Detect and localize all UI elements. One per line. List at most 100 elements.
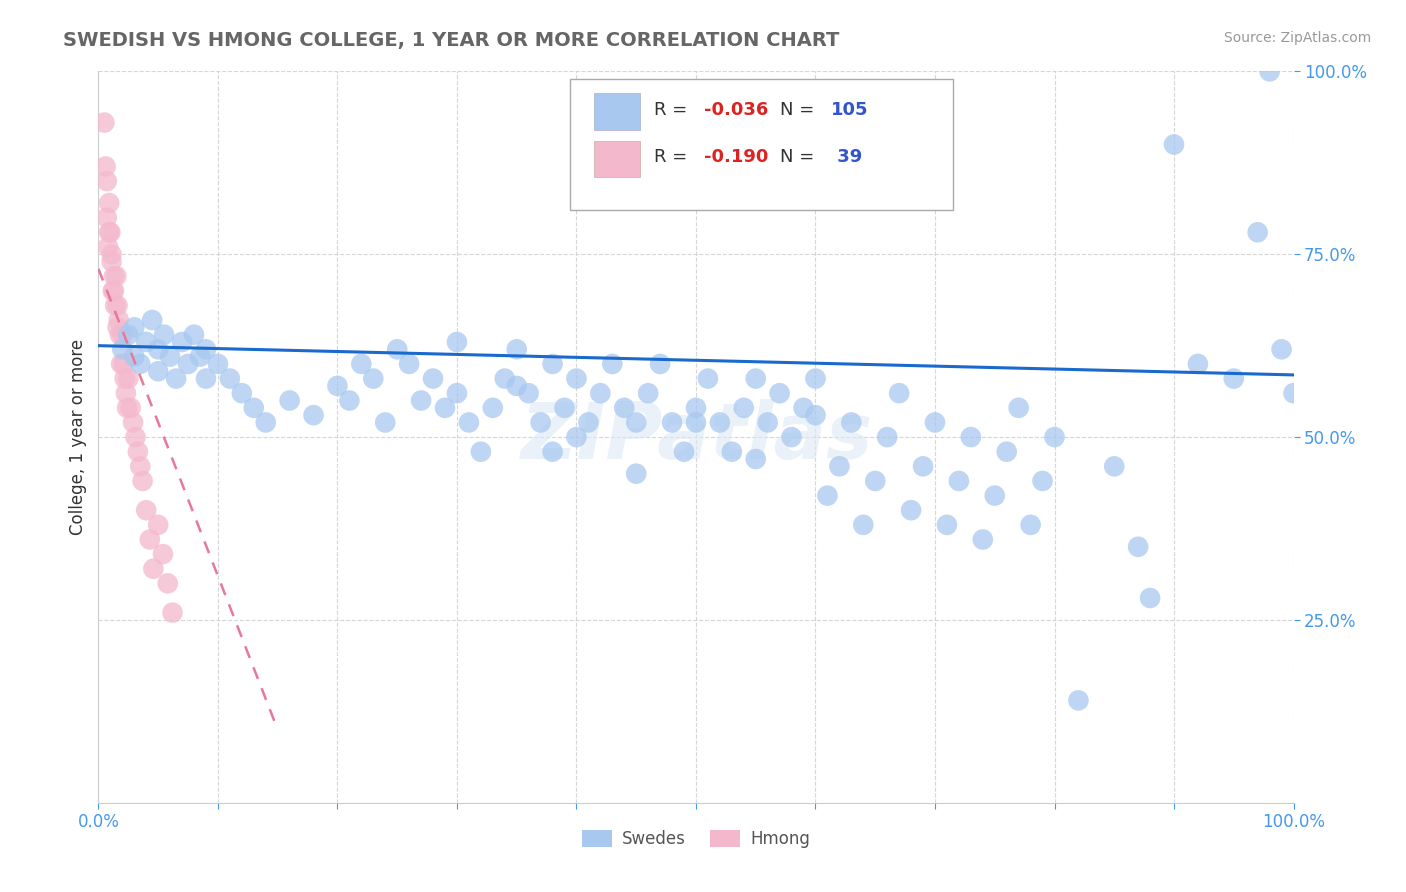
- Point: [602, 357, 624, 371]
- Text: R =: R =: [654, 148, 693, 166]
- Point: [745, 371, 768, 385]
- Point: [111, 327, 134, 342]
- Point: [852, 517, 875, 532]
- Point: [100, 254, 122, 268]
- Point: [1139, 591, 1161, 605]
- Point: [626, 416, 648, 430]
- Point: [972, 533, 994, 547]
- Point: [108, 327, 131, 342]
- Point: [122, 416, 145, 430]
- FancyBboxPatch shape: [595, 94, 640, 130]
- Point: [105, 269, 128, 284]
- Text: R =: R =: [654, 101, 693, 120]
- Point: [103, 269, 125, 284]
- Point: [1008, 401, 1031, 415]
- Point: [112, 357, 135, 371]
- Point: [876, 430, 898, 444]
- Point: [115, 401, 138, 415]
- Point: [578, 416, 600, 430]
- Point: [117, 371, 139, 385]
- Point: [446, 334, 468, 349]
- Point: [841, 416, 863, 430]
- Point: [506, 343, 529, 357]
- Point: [697, 371, 720, 385]
- Point: [97, 240, 120, 254]
- Point: [385, 343, 409, 357]
- Point: [1032, 474, 1054, 488]
- Point: [506, 379, 529, 393]
- Point: [458, 416, 481, 430]
- Point: [648, 357, 672, 371]
- Point: [148, 343, 170, 357]
- Point: [434, 401, 457, 415]
- Point: [924, 416, 946, 430]
- Point: [626, 467, 648, 481]
- Point: [960, 430, 983, 444]
- Point: [613, 401, 636, 415]
- Point: [231, 386, 253, 401]
- Point: [530, 416, 553, 430]
- Point: [195, 343, 218, 357]
- Point: [120, 401, 142, 415]
- Point: [911, 459, 934, 474]
- Point: [124, 350, 146, 364]
- Point: [815, 489, 838, 503]
- Point: [183, 327, 205, 342]
- Point: [565, 371, 588, 385]
- Point: [685, 416, 707, 430]
- Point: [828, 459, 851, 474]
- Point: [96, 211, 118, 225]
- Point: [141, 313, 163, 327]
- Point: [219, 371, 242, 385]
- Point: [129, 459, 152, 474]
- Point: [207, 357, 229, 371]
- Point: [745, 452, 768, 467]
- Point: [517, 386, 540, 401]
- Point: [254, 416, 277, 430]
- Point: [900, 503, 922, 517]
- Point: [948, 474, 970, 488]
- Point: [541, 357, 564, 371]
- Point: [93, 115, 115, 129]
- FancyBboxPatch shape: [571, 78, 953, 211]
- Point: [107, 313, 129, 327]
- Point: [350, 357, 373, 371]
- Point: [398, 357, 420, 371]
- Point: [984, 489, 1007, 503]
- FancyBboxPatch shape: [595, 141, 640, 178]
- Point: [1043, 430, 1066, 444]
- Point: [733, 401, 755, 415]
- Point: [804, 371, 827, 385]
- Point: [98, 225, 122, 239]
- Point: [278, 393, 301, 408]
- Point: [1019, 517, 1042, 532]
- Point: [152, 547, 174, 561]
- Text: -0.190: -0.190: [704, 148, 769, 166]
- Point: [1247, 225, 1270, 239]
- Point: [148, 364, 170, 378]
- Point: [104, 298, 127, 312]
- Point: [768, 386, 790, 401]
- Text: ZIPatlas: ZIPatlas: [520, 399, 872, 475]
- Point: [195, 371, 218, 385]
- Point: [98, 225, 121, 239]
- Y-axis label: College, 1 year or more: College, 1 year or more: [69, 339, 87, 535]
- Point: [107, 320, 129, 334]
- Point: [1187, 357, 1209, 371]
- Text: 105: 105: [831, 101, 869, 120]
- Point: [188, 350, 211, 364]
- Point: [936, 517, 959, 532]
- Point: [159, 350, 181, 364]
- Point: [481, 401, 505, 415]
- Point: [103, 284, 125, 298]
- Point: [302, 408, 325, 422]
- Point: [114, 371, 136, 385]
- Point: [127, 444, 149, 458]
- Text: N =: N =: [779, 101, 820, 120]
- Text: Source: ZipAtlas.com: Source: ZipAtlas.com: [1223, 31, 1371, 45]
- Point: [541, 444, 564, 458]
- Point: [115, 386, 138, 401]
- Point: [374, 416, 396, 430]
- Text: N =: N =: [779, 148, 820, 166]
- Point: [135, 503, 157, 517]
